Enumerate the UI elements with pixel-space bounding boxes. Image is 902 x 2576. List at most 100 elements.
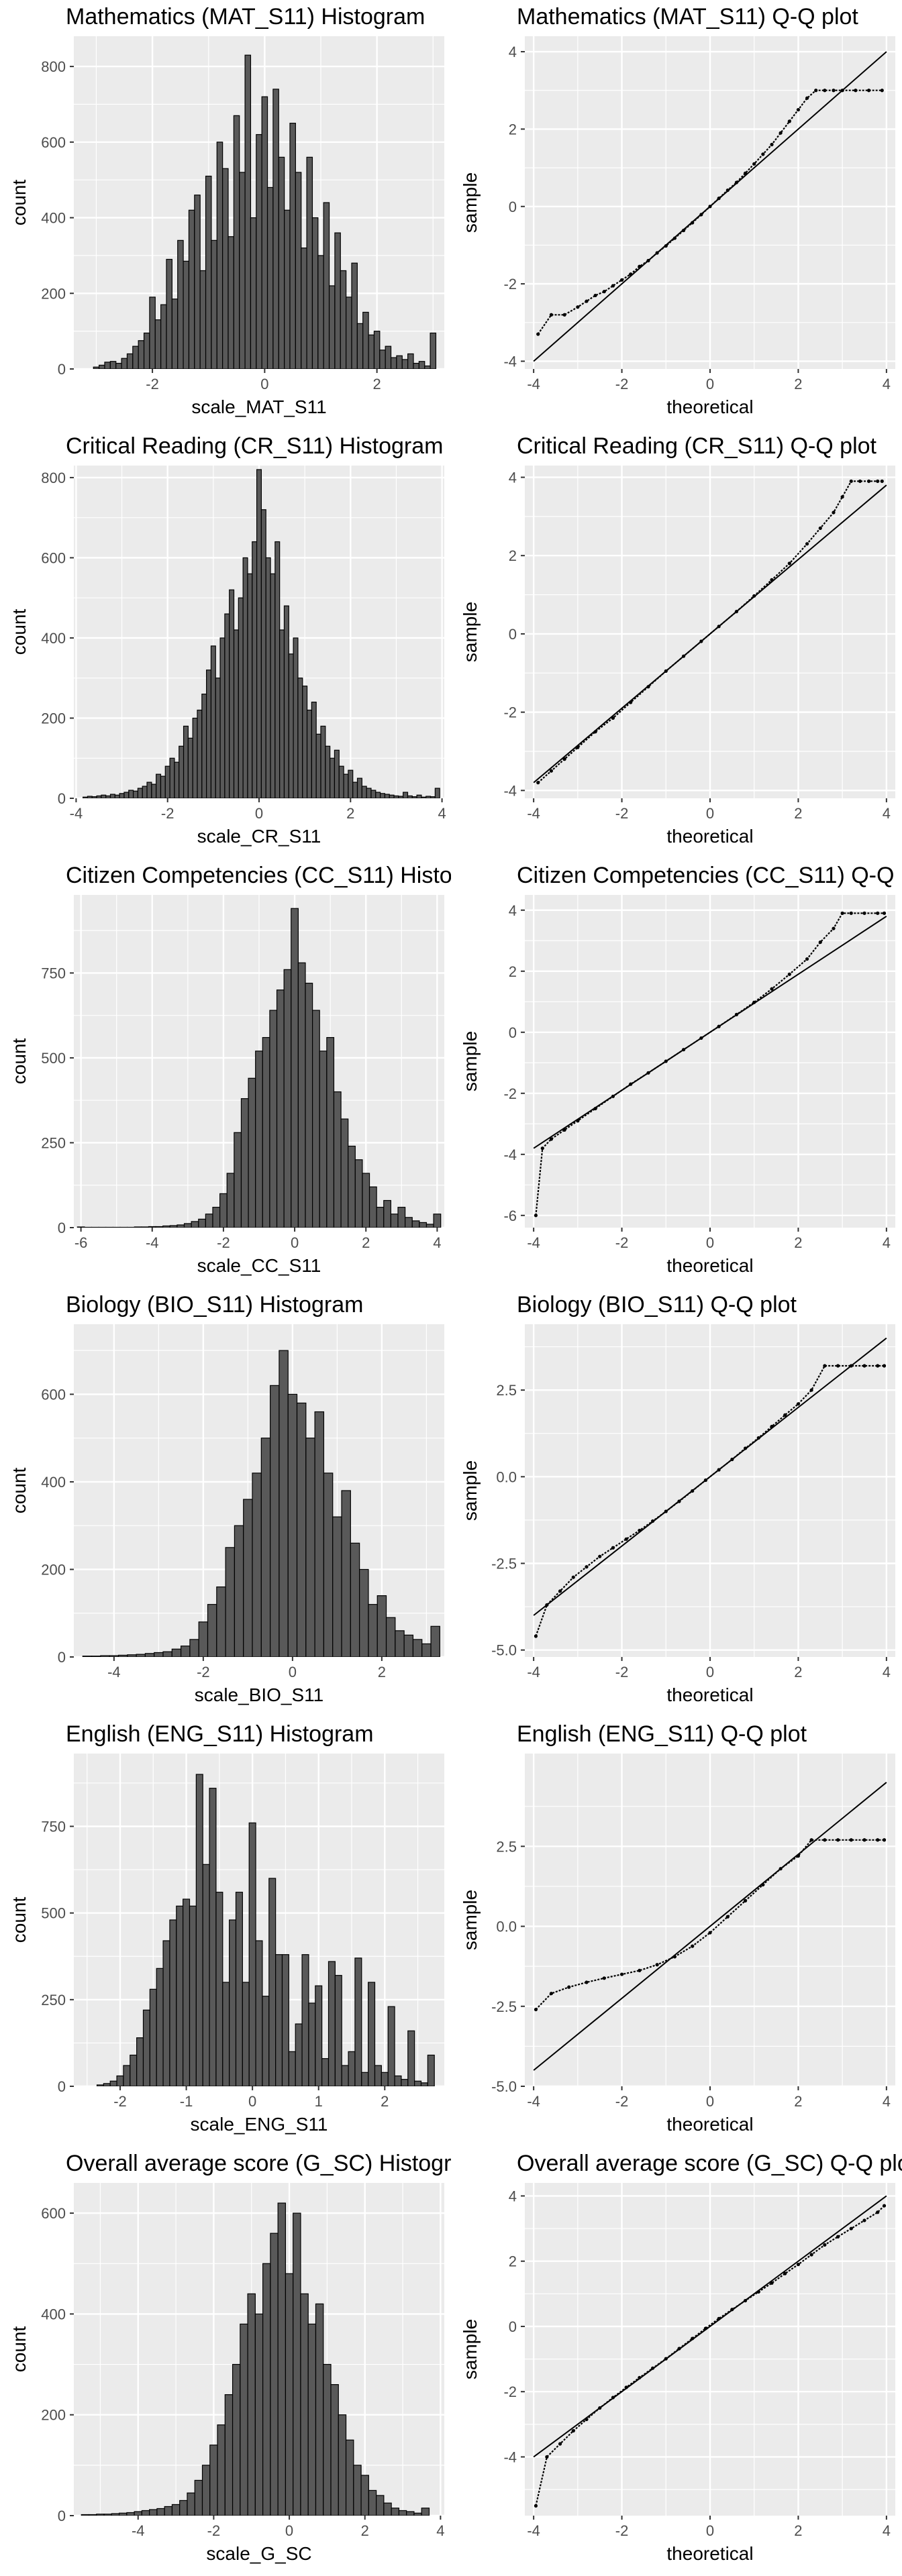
qq-sample-point xyxy=(862,1364,866,1368)
chart-svg: Citizen Competencies (CC_S11) Histogram -… xyxy=(9,863,451,1276)
histogram-bar xyxy=(109,1655,119,1657)
y-tick-label: 800 xyxy=(41,58,66,75)
qq-sample-point xyxy=(629,700,633,704)
histogram-bar xyxy=(427,2054,435,2086)
qq-sample-point xyxy=(832,511,836,515)
qq-sample-point xyxy=(752,1000,756,1004)
qq-sample-point xyxy=(598,2406,602,2410)
histogram-bar xyxy=(293,2212,301,2516)
chart-svg: Critical Reading (CR_S11) Histogram -4 -2 0… xyxy=(9,433,446,847)
histogram-bar xyxy=(328,1961,336,2086)
qq-sample-point xyxy=(876,2210,880,2214)
histogram-bar xyxy=(416,794,422,798)
histogram-bar xyxy=(207,1604,217,1657)
histogram-bar xyxy=(348,769,354,798)
histogram-bar xyxy=(370,790,377,798)
x-tick-label: -2 xyxy=(146,376,159,392)
histogram-bar xyxy=(268,1878,277,2086)
histogram-bar xyxy=(425,796,432,798)
y-tick-label: 2 xyxy=(509,121,517,138)
plot-marks xyxy=(533,2195,887,2508)
histogram-bar xyxy=(123,2065,131,2086)
qq-sample-point xyxy=(866,479,871,483)
histogram-bar xyxy=(283,969,292,1228)
histogram-bar xyxy=(403,792,409,798)
qq-sample-point xyxy=(703,2326,708,2330)
histogram-bar xyxy=(260,509,266,798)
histogram-bar xyxy=(215,678,221,798)
qq-sample-point xyxy=(677,1499,681,1503)
histogram-bar xyxy=(149,2509,158,2516)
x-tick-label: -4 xyxy=(527,376,540,392)
y-tick-label: 250 xyxy=(41,1134,66,1151)
y-axis-label: sample xyxy=(460,602,481,662)
histogram-bar xyxy=(389,794,395,798)
histogram-bar xyxy=(305,1438,315,1657)
qq-sample-point xyxy=(664,244,668,248)
y-tick-label: 600 xyxy=(41,549,66,566)
x-tick-label: -4 xyxy=(527,1234,540,1251)
y-tick-label: 200 xyxy=(41,2407,66,2424)
qq-sample-point xyxy=(691,1489,695,1493)
qq-plot-panel-0: Mathematics (MAT_S11) Q-Q plot -4 -2 0 2 4 -4 -… xyxy=(451,0,902,429)
histogram-bar xyxy=(222,168,229,369)
histogram-bar xyxy=(209,2445,218,2516)
qq-sample-point xyxy=(787,561,791,566)
histogram-bar xyxy=(272,89,279,369)
qq-sample-point xyxy=(730,2308,734,2312)
histogram-bar xyxy=(242,557,248,798)
histogram-bar xyxy=(212,1207,221,1228)
x-tick-label: 0 xyxy=(255,805,263,822)
histogram-bar xyxy=(229,589,235,798)
x-tick-label: -4 xyxy=(527,805,540,822)
histogram-bar xyxy=(183,725,189,798)
x-tick-label: 4 xyxy=(883,805,891,822)
histogram-bar xyxy=(301,1954,309,2086)
histogram-bar xyxy=(242,1982,250,2086)
qq-sample-point xyxy=(691,2337,695,2341)
histogram-bar xyxy=(104,362,111,369)
qq-sample-point xyxy=(549,313,554,317)
histogram-bar xyxy=(262,2263,271,2516)
x-axis-label: scale_CC_S11 xyxy=(197,1255,321,1276)
histogram-bar xyxy=(405,1217,413,1228)
histogram-bar xyxy=(151,784,157,798)
y-tick-label: -4 xyxy=(503,2449,517,2465)
y-tick-label: -4 xyxy=(503,1146,517,1163)
histogram-bar xyxy=(181,1646,191,1657)
histogram-bar xyxy=(300,2293,309,2516)
histogram-bar xyxy=(243,1499,253,1657)
y-axis-label: sample xyxy=(460,172,481,233)
plot-marks xyxy=(533,51,887,362)
x-tick-label: -2 xyxy=(161,805,174,822)
histogram-bar xyxy=(156,2508,165,2516)
qq-sample-point xyxy=(545,2455,549,2459)
qq-sample-point xyxy=(664,1509,668,1513)
histogram-bar xyxy=(354,1159,363,1228)
x-tick-label: -4 xyxy=(70,805,83,822)
histogram-bar xyxy=(247,2293,256,2516)
qq-sample-point xyxy=(836,2235,840,2239)
histogram-bar xyxy=(123,792,130,798)
histogram-bar xyxy=(169,757,175,798)
histogram-bar xyxy=(411,1220,420,1228)
qq-sample-point xyxy=(585,299,589,303)
qq-sample-point xyxy=(752,162,756,166)
qq-sample-point xyxy=(576,305,580,309)
plot-marks xyxy=(83,469,440,798)
x-tick-label: 0 xyxy=(706,2093,714,2110)
y-tick-label: 400 xyxy=(41,630,66,647)
qq-sample-point xyxy=(832,89,836,93)
histogram-bar xyxy=(136,1654,146,1657)
x-tick-label: -2 xyxy=(615,376,629,392)
x-tick-label: 0 xyxy=(291,1234,299,1251)
x-tick-label: -2 xyxy=(197,1664,210,1680)
y-tick-label: 0 xyxy=(58,1220,66,1236)
qq-sample-point xyxy=(805,96,809,100)
histogram-bar xyxy=(96,2514,105,2516)
plot-marks xyxy=(533,479,887,785)
histogram-bar xyxy=(134,1226,142,1228)
x-tick-label: 2 xyxy=(381,2093,389,2110)
histogram-bar xyxy=(136,2037,144,2086)
y-tick-label: -2 xyxy=(503,276,517,292)
